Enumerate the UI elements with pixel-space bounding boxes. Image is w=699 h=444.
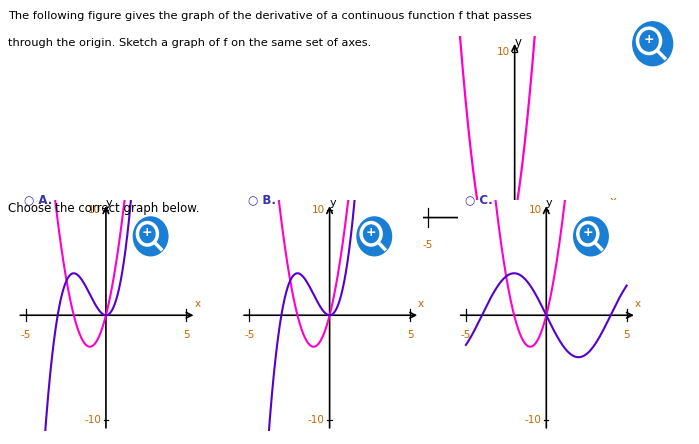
Text: ○ C.: ○ C.	[465, 193, 493, 206]
Text: 5: 5	[598, 240, 605, 250]
Text: -5: -5	[423, 240, 433, 250]
Text: -10: -10	[308, 415, 325, 425]
Text: 10: 10	[88, 205, 101, 215]
Circle shape	[357, 217, 391, 256]
Text: x: x	[610, 194, 617, 208]
Text: +: +	[644, 33, 654, 46]
Text: -10: -10	[525, 415, 542, 425]
Text: +: +	[582, 226, 593, 239]
Text: 5: 5	[407, 329, 413, 340]
Text: 10: 10	[312, 205, 325, 215]
Text: y = f′(x): y = f′(x)	[563, 259, 608, 269]
Text: -5: -5	[461, 329, 471, 340]
Text: ○ B.: ○ B.	[248, 193, 276, 206]
Text: -10: -10	[85, 415, 101, 425]
Text: through the origin. Sketch a graph of f on the same set of axes.: through the origin. Sketch a graph of f …	[8, 38, 372, 48]
Text: y: y	[106, 198, 112, 208]
Text: 5: 5	[624, 329, 630, 340]
Text: -5: -5	[20, 329, 31, 340]
Circle shape	[134, 217, 168, 256]
Circle shape	[633, 22, 672, 66]
Text: The following figure gives the graph of the derivative of a continuous function : The following figure gives the graph of …	[8, 11, 532, 21]
Text: Choose the correct graph below.: Choose the correct graph below.	[8, 202, 200, 215]
Text: 10: 10	[496, 47, 510, 57]
Text: y: y	[329, 198, 336, 208]
Text: -10: -10	[493, 378, 510, 388]
Text: ○ A.: ○ A.	[24, 193, 53, 206]
Text: +: +	[142, 226, 153, 239]
Text: y: y	[514, 36, 521, 49]
Text: x: x	[194, 299, 201, 309]
Text: x: x	[418, 299, 424, 309]
Circle shape	[574, 217, 608, 256]
Text: -5: -5	[244, 329, 254, 340]
Text: 5: 5	[183, 329, 189, 340]
Text: +: +	[366, 226, 377, 239]
Text: y: y	[546, 198, 552, 208]
Text: 10: 10	[528, 205, 542, 215]
Text: x: x	[635, 299, 641, 309]
